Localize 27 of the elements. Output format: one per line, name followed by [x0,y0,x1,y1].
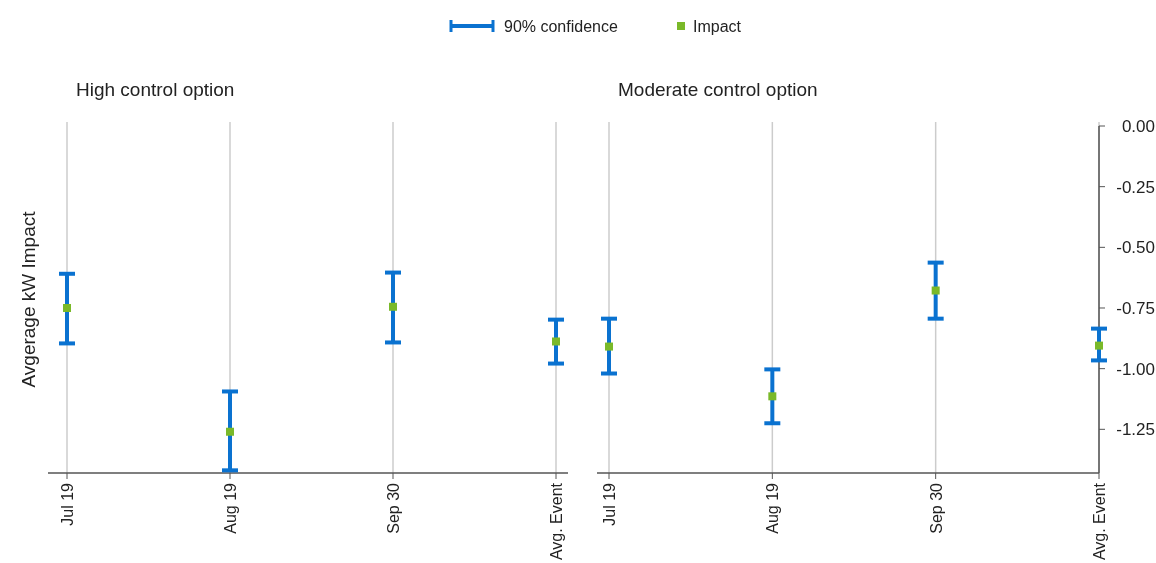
y-axis-title: Avgerage kW Impact [18,210,39,388]
y-tick-label: -1.25 [1116,420,1155,440]
x-tick-label: Aug 19 [764,482,782,534]
x-tick-label: Jul 19 [59,482,76,526]
point [931,286,940,295]
x-tick-label: Sep 30 [385,482,402,534]
y-tick-label: 0.00 [1121,117,1155,136]
y-tick-label: -0.25 [1116,177,1155,197]
x-tick-label: Sep 30 [927,482,945,534]
x-tick-label: Aug 19 [222,482,239,534]
text: 90% confidence [504,18,618,35]
y-tick-label: -0.75 [1116,298,1155,318]
point [63,303,71,312]
x-tick-label: Avg. Event [1091,482,1108,561]
point [389,302,397,311]
chart-title: Moderate control option [618,79,818,100]
point [768,392,777,401]
point [226,427,234,436]
legend-label: Impact [693,18,742,35]
x-tick-label: Jul 19 [601,482,618,526]
y-tick-label: -0.50 [1116,238,1155,258]
chart-title: High control option [76,79,235,100]
point [605,342,613,351]
point [552,337,560,346]
point [1095,341,1103,350]
x-tick-label: Avg. Event [548,482,565,561]
y-tick-label: -1.00 [1116,359,1155,379]
